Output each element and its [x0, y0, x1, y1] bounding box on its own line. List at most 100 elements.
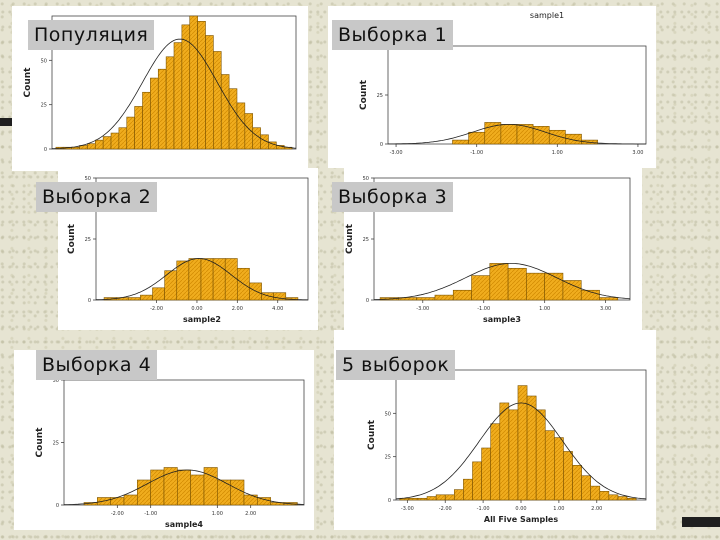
histogram-bar [126, 116, 135, 150]
histogram-bar [626, 497, 637, 501]
histogram-bar [165, 56, 175, 150]
x-tick-label: -2.00 [111, 511, 124, 517]
histogram-bar [499, 402, 510, 501]
x-tick-label: -1.00 [470, 150, 483, 156]
x-tick-label: -1.00 [144, 511, 157, 517]
histogram-bar [562, 280, 582, 301]
histogram-bar [157, 68, 167, 150]
chart-title: sample1 [530, 11, 564, 20]
histogram-bar [189, 15, 198, 150]
histogram-bar [188, 258, 202, 301]
histogram-bar [489, 263, 509, 301]
slide-corner-mark-left [0, 118, 12, 126]
x-axis-label: sample4 [165, 520, 203, 529]
y-tick-label: 50 [41, 58, 47, 64]
y-tick-label: 50 [53, 378, 59, 384]
x-tick-label: 1.00 [553, 506, 564, 512]
y-tick-label: 0 [44, 147, 47, 153]
histogram-bar [257, 497, 271, 506]
normal-curve [395, 402, 647, 500]
x-tick-label: -2.00 [439, 506, 452, 512]
histogram-bar [140, 294, 153, 301]
histogram-bar [434, 294, 454, 301]
histogram-bar [224, 258, 238, 301]
histogram-bar [452, 289, 472, 301]
x-tick-label: 3.00 [600, 306, 611, 312]
y-tick-label: 0 [380, 142, 383, 148]
histogram-bar [212, 258, 226, 301]
slide-corner-mark-right [682, 517, 720, 527]
histogram-bar [273, 292, 287, 301]
y-axis-label: Count [67, 223, 77, 254]
histogram-bar [481, 447, 491, 501]
x-tick-label: 2.00 [591, 506, 602, 512]
normal-curve [96, 258, 309, 301]
histogram-bar [197, 21, 206, 150]
histogram-bar [526, 272, 545, 301]
histogram-bar [590, 485, 601, 501]
histogram-bar [417, 497, 428, 501]
histogram-bar [203, 467, 218, 506]
x-tick-label: 0.00 [515, 506, 526, 512]
y-tick-label: 25 [85, 237, 91, 243]
x-tick-label: 2.00 [232, 306, 243, 312]
histogram-bar [177, 469, 191, 506]
chart-panel-all-samples: 0 25 50 Count -3.00 -2.00 -1.00 0.00 1.00 2.00 All… [334, 330, 656, 530]
histogram-bar [228, 88, 238, 150]
y-tick-label: 25 [41, 103, 47, 109]
histogram-bar [123, 494, 138, 506]
histogram-bar [252, 127, 261, 150]
x-tick-label: 1.00 [539, 306, 550, 312]
y-axis-label: Count [23, 67, 33, 98]
x-tick-label: 1.00 [212, 511, 223, 517]
x-tick-label: -1.00 [477, 506, 490, 512]
histogram-bar [134, 106, 143, 150]
normal-curve [63, 469, 305, 506]
histogram-sample3: 0 25 50 Count -3.00 -1.00 1.00 3.00 sample3 [345, 176, 631, 324]
y-tick-label: 0 [56, 503, 59, 509]
histogram-bar [200, 258, 214, 301]
histogram-bar [490, 423, 501, 501]
x-tick-label: -3.00 [390, 150, 403, 156]
y-tick-label: 0 [88, 298, 91, 304]
histogram-bar [472, 461, 482, 501]
histogram-bar [500, 124, 518, 145]
y-axis-label: Count [345, 223, 355, 254]
panel-label-sample1: Выборка 1 [332, 20, 454, 50]
histogram-bar [217, 479, 231, 506]
panel-label-sample4: Выборка 4 [36, 350, 158, 380]
histogram-bar [452, 139, 469, 145]
histogram-bar [426, 496, 437, 501]
y-tick-label: 25 [363, 237, 369, 243]
histogram-bar [220, 74, 230, 150]
histogram-bar [580, 289, 600, 301]
panel-label-sample2: Выборка 2 [36, 182, 158, 212]
x-tick-label: 1.00 [552, 150, 563, 156]
histogram-bar [213, 51, 222, 150]
histogram-bar [617, 496, 628, 501]
y-tick-label: 50 [85, 176, 91, 182]
y-axis-label: Count [359, 79, 369, 110]
histogram-bar [176, 260, 190, 301]
histogram-bar [507, 267, 527, 301]
panel-label-all-samples: 5 выборок [336, 350, 456, 380]
histogram-bar [142, 91, 151, 150]
panel-label-sample3: Выборка 3 [332, 182, 454, 212]
histogram-bar [230, 479, 245, 506]
x-tick-label: 3.00 [632, 150, 643, 156]
histogram-bar [444, 494, 455, 501]
histogram-bar [468, 131, 486, 145]
histogram-bar [236, 102, 246, 150]
histogram-population: 0 25 50 Count [23, 15, 297, 153]
y-tick-label: 25 [377, 93, 383, 99]
histogram-bar [416, 297, 436, 301]
histogram-bar [544, 272, 564, 301]
histogram-all-samples: 0 25 50 Count -3.00 -2.00 -1.00 0.00 1.00 2.00 All… [367, 369, 647, 524]
normal-curve [373, 263, 631, 300]
x-axis-label: sample3 [483, 315, 521, 324]
histogram-bar [150, 77, 159, 150]
histogram-bar [205, 35, 214, 150]
histogram-bar [599, 297, 619, 301]
panel-label-population: Популяция [28, 20, 155, 50]
histogram-bar [94, 139, 104, 150]
